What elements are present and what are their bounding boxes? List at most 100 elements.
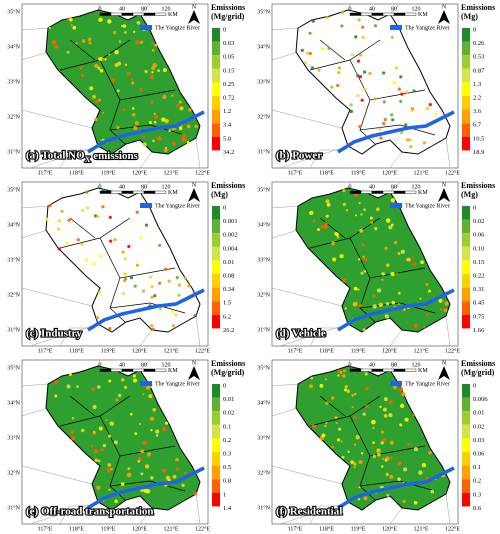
emission-cell xyxy=(342,369,346,373)
legend-label: 0.31 xyxy=(473,286,484,293)
latitude-label: 32°N xyxy=(257,469,270,476)
emission-cell xyxy=(408,138,412,142)
emission-cell xyxy=(106,467,112,473)
latitude-label: 31°N xyxy=(7,326,20,333)
scale-unit: KM xyxy=(168,12,178,18)
emission-cell xyxy=(139,40,144,44)
emission-cell xyxy=(109,239,113,243)
emission-cell xyxy=(353,301,358,306)
legend-swatch xyxy=(462,68,470,83)
longitude-label: 118°E xyxy=(69,347,84,354)
scale-tick: 0 xyxy=(99,6,102,12)
emission-cell xyxy=(390,113,394,117)
emission-cell xyxy=(362,255,365,259)
emission-cell xyxy=(81,39,86,43)
latitude-label: 34°N xyxy=(7,399,20,406)
emission-cell xyxy=(332,257,337,262)
emission-cell xyxy=(135,263,139,267)
legend-swatch xyxy=(462,28,470,42)
emission-cell xyxy=(101,205,105,209)
emission-cell xyxy=(362,412,366,416)
emission-cell xyxy=(361,243,365,247)
legend-swatch xyxy=(212,68,220,83)
legend-swatch xyxy=(212,96,220,110)
longitude-label: 121°E xyxy=(413,169,428,176)
emission-cell xyxy=(392,81,396,85)
longitude-label: 122°E xyxy=(195,525,210,532)
longitude-label: 119°E xyxy=(101,347,116,354)
emission-cell xyxy=(175,103,180,108)
emission-cell xyxy=(121,378,125,382)
province-boundary xyxy=(21,205,92,347)
emission-cell xyxy=(164,421,169,425)
river-legend-label: The Yangtze River xyxy=(405,25,450,31)
legend-swatch xyxy=(212,492,220,507)
emission-cell xyxy=(132,378,138,383)
legend-swatch xyxy=(462,397,470,412)
emission-cell xyxy=(346,389,350,393)
emission-cell xyxy=(149,416,155,421)
emission-cell xyxy=(308,51,312,56)
emission-cell xyxy=(365,386,369,391)
emission-cell xyxy=(355,214,358,217)
scale-bar-segment xyxy=(371,12,384,16)
panel-title: (a) Total NOX emissions xyxy=(26,150,139,165)
emission-cell xyxy=(90,444,94,448)
emission-cell xyxy=(137,460,141,463)
emission-cell xyxy=(177,293,181,297)
emission-cell xyxy=(140,449,145,454)
legend-label: 0.01 xyxy=(473,410,484,417)
legend-swatch xyxy=(212,28,220,42)
longitude-label: 117°E xyxy=(38,347,53,354)
emission-cell xyxy=(174,313,178,317)
longitude-label: 121°E xyxy=(163,525,178,532)
emission-cell xyxy=(151,41,154,45)
latitude-label: 33°N xyxy=(7,78,20,85)
legend-swatch xyxy=(212,136,220,151)
emission-cell xyxy=(337,71,341,75)
scale-tick: 0 xyxy=(349,6,352,12)
scale-unit: KM xyxy=(418,368,428,374)
emission-cell xyxy=(335,422,338,425)
scale-tick: 40 xyxy=(369,6,375,12)
emission-cell xyxy=(186,124,191,129)
legend-label: 0.004 xyxy=(223,245,238,252)
legend-swatch xyxy=(212,424,220,439)
emission-cell xyxy=(161,117,166,122)
legend-label: 6.7 xyxy=(473,122,482,129)
scale-tick: 0 xyxy=(99,362,102,368)
emission-cell xyxy=(399,75,403,79)
emission-cell xyxy=(69,17,73,22)
emission-cell xyxy=(381,272,386,276)
north-arrow xyxy=(438,188,450,202)
latitude-label: 31°N xyxy=(257,326,270,333)
emission-cell xyxy=(356,59,361,63)
scale-bar-segment xyxy=(99,190,112,194)
river-legend-label: The Yangtze River xyxy=(155,381,200,387)
emission-cell xyxy=(359,53,363,57)
emission-cell xyxy=(122,24,127,28)
emission-cell xyxy=(380,441,384,445)
emission-cell xyxy=(372,441,375,444)
emission-cell xyxy=(368,71,372,75)
emission-cell xyxy=(342,278,347,283)
emission-cell xyxy=(354,192,359,198)
emission-cell xyxy=(384,458,388,462)
longitude-label: 119°E xyxy=(101,525,116,532)
emission-cell xyxy=(376,288,382,293)
emission-cell xyxy=(418,470,423,475)
emission-cell xyxy=(155,429,160,434)
emission-cell xyxy=(68,373,72,376)
emission-cell xyxy=(118,40,122,43)
emission-cell xyxy=(309,210,314,216)
longitude-label: 118°E xyxy=(69,169,84,176)
yangtze-river xyxy=(87,466,205,510)
emission-cell xyxy=(343,388,347,392)
emission-cell xyxy=(380,430,384,434)
emission-cell xyxy=(126,71,131,76)
legend-label: 0.3 xyxy=(473,491,481,498)
panel-title: (d) Vehicle xyxy=(276,328,326,340)
emission-cell xyxy=(123,257,127,261)
legend-label: 0.02 xyxy=(223,410,234,417)
emission-cell xyxy=(383,118,387,122)
